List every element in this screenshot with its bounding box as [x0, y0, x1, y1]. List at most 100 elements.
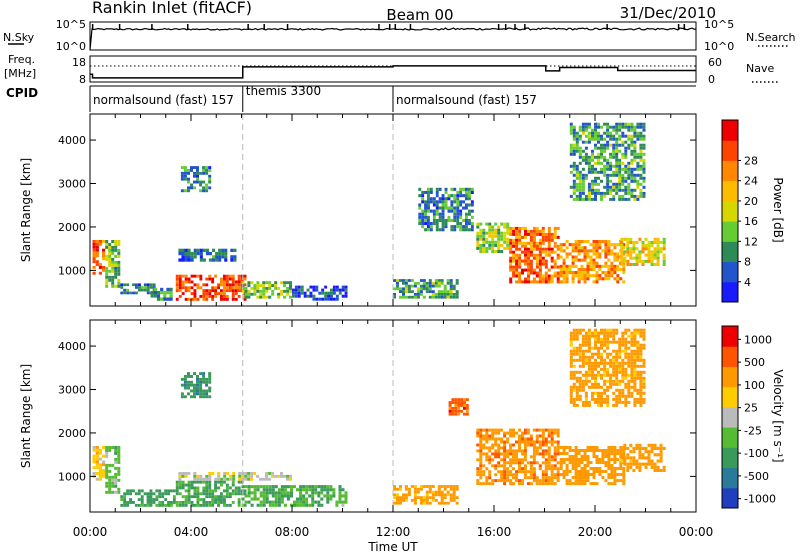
data-cell: [550, 247, 554, 251]
data-cell: [512, 274, 516, 278]
data-cell: [205, 486, 209, 490]
data-cell: [623, 446, 627, 450]
data-cell: [265, 281, 269, 285]
data-cell: [569, 397, 573, 401]
data-cell: [289, 295, 292, 299]
data-cell: [449, 493, 453, 497]
y-tick-label: 1000: [58, 470, 86, 483]
data-cell: [215, 258, 219, 262]
data-cell: [447, 197, 451, 201]
data-cell: [268, 477, 272, 481]
nave-tick-top: 60: [708, 56, 722, 69]
data-cell: [302, 503, 306, 507]
data-cell: [225, 492, 229, 496]
data-cell: [620, 250, 624, 254]
data-cell: [232, 472, 236, 475]
data-cell: [164, 489, 168, 493]
data-cell: [633, 355, 637, 359]
data-cell: [265, 497, 269, 501]
data-cell: [500, 231, 504, 235]
data-cell: [418, 212, 422, 216]
data-cell: [572, 334, 576, 338]
data-cell: [569, 391, 573, 395]
data-cell: [231, 274, 235, 278]
data-cell: [580, 271, 584, 275]
data-cell: [644, 446, 648, 450]
data-cell: [589, 446, 593, 449]
data-cell: [591, 179, 594, 183]
data-cell: [449, 499, 453, 502]
data-cell: [587, 373, 591, 377]
data-cell: [444, 187, 448, 191]
data-cell: [621, 152, 625, 156]
data-cell: [265, 477, 269, 481]
data-cell: [621, 140, 625, 144]
data-cell: [229, 477, 233, 481]
data-cell: [518, 262, 522, 266]
data-cell: [639, 400, 643, 404]
data-cell: [396, 287, 399, 291]
data-cell: [247, 494, 251, 498]
data-cell: [497, 479, 501, 483]
data-cell: [518, 256, 522, 260]
data-cell: [509, 265, 513, 269]
data-cell: [575, 176, 579, 180]
data-cell: [581, 334, 585, 338]
data-cell: [597, 176, 600, 180]
data-cell: [199, 255, 203, 259]
data-cell: [632, 262, 636, 266]
data-cell: [253, 494, 257, 498]
data-cell: [454, 412, 458, 416]
data-cell: [497, 428, 501, 432]
data-cell: [562, 280, 566, 284]
data-cell: [317, 503, 321, 507]
data-cell: [581, 131, 585, 135]
data-cell: [143, 503, 147, 507]
data-cell: [633, 370, 637, 374]
data-cell: [299, 488, 303, 492]
data-cell: [491, 464, 495, 468]
data-cell: [132, 501, 135, 504]
data-cell: [196, 375, 199, 378]
data-cell: [603, 155, 607, 159]
data-cell: [425, 281, 429, 285]
data-cell: [613, 473, 617, 476]
data-cell: [633, 349, 637, 353]
data-cell: [312, 297, 316, 301]
data-cell: [184, 474, 188, 478]
data-cell: [485, 446, 489, 450]
data-cell: [606, 379, 610, 383]
data-cell: [262, 494, 266, 498]
data-cell: [503, 446, 507, 450]
data-cell: [446, 493, 450, 497]
data-cell: [606, 143, 610, 147]
data-cell: [190, 280, 194, 284]
data-cell: [521, 434, 524, 438]
data-cell: [639, 191, 643, 195]
data-cell: [615, 161, 619, 165]
data-cell: [500, 437, 504, 441]
data-cell: [126, 288, 130, 292]
data-cell: [615, 394, 619, 398]
data-cell: [577, 258, 581, 262]
data-cell: [429, 228, 433, 232]
data-cell: [105, 240, 109, 243]
data-cell: [524, 244, 527, 248]
data-cell: [518, 482, 521, 486]
data-cell: [280, 500, 284, 504]
data-cell: [262, 500, 266, 504]
data-cell: [438, 206, 442, 210]
data-cell: [562, 264, 566, 268]
data-cell: [178, 474, 182, 478]
data-cell: [594, 161, 597, 165]
data-cell: [479, 246, 483, 250]
data-cell: [424, 218, 427, 222]
data-cell: [587, 370, 591, 374]
data-cell: [407, 290, 411, 293]
data-cell: [627, 358, 631, 362]
data-cell: [574, 255, 578, 259]
data-cell: [600, 400, 603, 404]
data-cell: [178, 295, 182, 298]
data-cell: [476, 243, 480, 247]
data-cell: [175, 480, 179, 484]
